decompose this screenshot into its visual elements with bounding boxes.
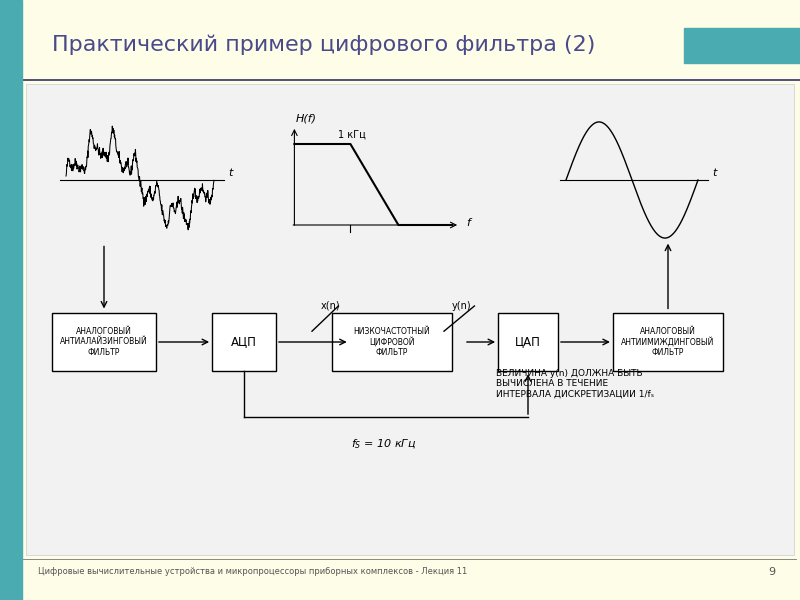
Text: x(n): x(n) (321, 301, 340, 311)
Text: Практический пример цифрового фильтра (2): Практический пример цифрового фильтра (2… (52, 35, 595, 55)
Text: ЦАП: ЦАП (515, 335, 541, 349)
Bar (684, 28, 800, 63)
Text: $f_S$ = 10 кГц: $f_S$ = 10 кГц (351, 437, 417, 451)
Bar (212, 313, 276, 371)
Bar (26, 84, 794, 555)
Text: АЦП: АЦП (231, 335, 257, 349)
Text: H(f): H(f) (296, 114, 317, 124)
Text: 1 кГц: 1 кГц (338, 130, 366, 140)
Text: ВЕЛИЧИНА y(n) ДОЛЖНА БЫТЬ
ВЫЧИСЛЕНА В ТЕЧЕНИЕ
ИНТЕРВАЛА ДИСКРЕТИЗАЦИИ 1/fₛ: ВЕЛИЧИНА y(n) ДОЛЖНА БЫТЬ ВЫЧИСЛЕНА В ТЕ… (496, 369, 654, 399)
Text: 9: 9 (769, 567, 775, 577)
Text: АНАЛОГОВЫЙ
АНТИИМИЖДИНГОВЫЙ
ФИЛЬТР: АНАЛОГОВЫЙ АНТИИМИЖДИНГОВЫЙ ФИЛЬТР (622, 326, 714, 358)
Text: y(n): y(n) (452, 301, 471, 311)
Text: Цифровые вычислительные устройства и микропроцессоры приборных комплексов - Лекц: Цифровые вычислительные устройства и мик… (38, 568, 468, 576)
Text: f: f (466, 218, 470, 227)
Text: t: t (713, 168, 717, 178)
Text: t: t (229, 168, 233, 178)
Bar (332, 313, 452, 371)
Bar (613, 313, 723, 371)
Text: АНАЛОГОВЫЙ
АНТИАЛАЙЗИНГОВЫЙ
ФИЛЬТР: АНАЛОГОВЫЙ АНТИАЛАЙЗИНГОВЫЙ ФИЛЬТР (60, 327, 148, 357)
Bar (498, 313, 558, 371)
Bar (0, 0, 22, 600)
Bar (52, 313, 156, 371)
Text: НИЗКОЧАСТОТНЫЙ
ЦИФРОВОЙ
ФИЛЬТР: НИЗКОЧАСТОТНЫЙ ЦИФРОВОЙ ФИЛЬТР (354, 326, 430, 358)
